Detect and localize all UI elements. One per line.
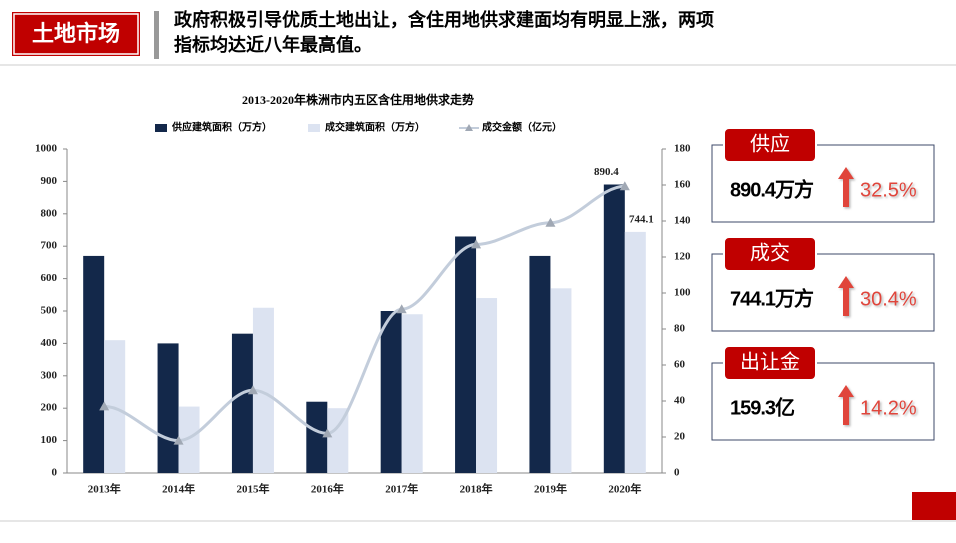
legend-label: 供应建筑面积（万方） bbox=[171, 120, 272, 133]
bar bbox=[529, 255, 551, 473]
panel-value: 890.4万方 bbox=[730, 177, 814, 201]
divider bbox=[154, 11, 159, 59]
y2-tick-label: 180 bbox=[674, 143, 691, 155]
bar bbox=[231, 333, 253, 473]
x-tick-label: 2015年 bbox=[236, 482, 269, 496]
y-tick-label: 800 bbox=[41, 207, 58, 219]
y-tick-label: 700 bbox=[41, 240, 58, 252]
panel-change: 30.4% bbox=[860, 288, 917, 310]
y2-tick-label: 40 bbox=[674, 395, 686, 407]
panel-label: 出让金 bbox=[740, 350, 800, 374]
y-tick-label: 500 bbox=[41, 305, 58, 317]
line bbox=[104, 184, 625, 443]
panel-tab bbox=[723, 127, 817, 163]
up-arrow bbox=[838, 167, 854, 207]
bar bbox=[401, 314, 423, 473]
y-tick-label: 1000 bbox=[35, 143, 58, 155]
bar bbox=[624, 231, 646, 473]
header-box-border bbox=[13, 13, 139, 55]
legend-swatch bbox=[465, 124, 473, 131]
bar bbox=[327, 408, 349, 473]
line-marker bbox=[99, 401, 110, 411]
x-tick-label: 2018年 bbox=[460, 482, 493, 496]
y2-tick-label: 120 bbox=[674, 251, 691, 263]
chart-title: 2013-2020年株洲市内五区含住用地供求走势 bbox=[242, 92, 474, 107]
corner-block bbox=[912, 492, 956, 520]
x-tick-label: 2016年 bbox=[311, 482, 344, 496]
header-title: 土地市场 bbox=[32, 21, 120, 47]
bar bbox=[157, 343, 179, 473]
x-tick-label: 2017年 bbox=[385, 482, 418, 496]
y2-tick-label: 0 bbox=[674, 467, 680, 479]
line-marker bbox=[545, 217, 556, 227]
legend-swatch bbox=[308, 124, 320, 132]
bar bbox=[380, 311, 402, 473]
panel-change: 14.2% bbox=[860, 397, 917, 419]
line-marker bbox=[471, 239, 482, 249]
line-marker bbox=[173, 435, 184, 445]
line-marker bbox=[322, 428, 333, 438]
up-arrow bbox=[838, 385, 854, 425]
line-marker bbox=[619, 181, 630, 191]
y2-tick-label: 160 bbox=[674, 179, 691, 191]
y2-tick-label: 100 bbox=[674, 287, 691, 299]
panel-value: 744.1万方 bbox=[730, 286, 814, 310]
bar bbox=[455, 236, 477, 473]
bar bbox=[178, 406, 200, 473]
panel-value: 159.3亿 bbox=[730, 395, 795, 419]
y-tick-label: 0 bbox=[52, 467, 58, 479]
y-tick-label: 400 bbox=[41, 337, 58, 349]
panel-label: 成交 bbox=[750, 241, 790, 265]
header-box bbox=[12, 12, 140, 56]
bar bbox=[252, 307, 274, 473]
bar bbox=[550, 288, 572, 473]
legend-label: 成交建筑面积（万方） bbox=[325, 120, 425, 133]
bar bbox=[104, 340, 126, 473]
x-tick-label: 2020年 bbox=[608, 482, 641, 496]
y-tick-label: 600 bbox=[41, 272, 58, 284]
bar bbox=[476, 298, 498, 473]
panel-label: 供应 bbox=[750, 132, 790, 156]
headline: 政府积极引导优质土地出让，含住用地供求建面均有明显上涨，两项 bbox=[174, 9, 714, 30]
data-label: 744.1 bbox=[629, 213, 654, 225]
line-marker bbox=[247, 385, 258, 395]
bar bbox=[306, 401, 328, 473]
y2-tick-label: 60 bbox=[674, 359, 686, 371]
y2-tick-label: 80 bbox=[674, 323, 686, 335]
y-tick-label: 100 bbox=[41, 434, 58, 446]
panel-tab bbox=[723, 345, 817, 381]
legend-label: 成交金额（亿元） bbox=[482, 120, 562, 133]
data-label: 890.4 bbox=[594, 166, 619, 178]
up-arrow bbox=[838, 276, 854, 316]
headline: 指标均达近八年最高值。 bbox=[174, 34, 372, 55]
y-tick-label: 200 bbox=[41, 402, 58, 414]
y-tick-label: 900 bbox=[41, 175, 58, 187]
panel-change: 32.5% bbox=[860, 179, 917, 201]
x-tick-label: 2019年 bbox=[534, 482, 567, 496]
y-tick-label: 300 bbox=[41, 369, 58, 381]
y2-tick-label: 20 bbox=[674, 431, 686, 443]
x-tick-label: 2014年 bbox=[162, 482, 195, 496]
y2-tick-label: 140 bbox=[674, 215, 691, 227]
line-marker bbox=[396, 304, 407, 314]
bar bbox=[603, 184, 625, 473]
panel-tab bbox=[723, 236, 817, 272]
bar bbox=[83, 255, 105, 473]
x-tick-label: 2013年 bbox=[88, 482, 121, 496]
legend-swatch bbox=[155, 124, 167, 132]
